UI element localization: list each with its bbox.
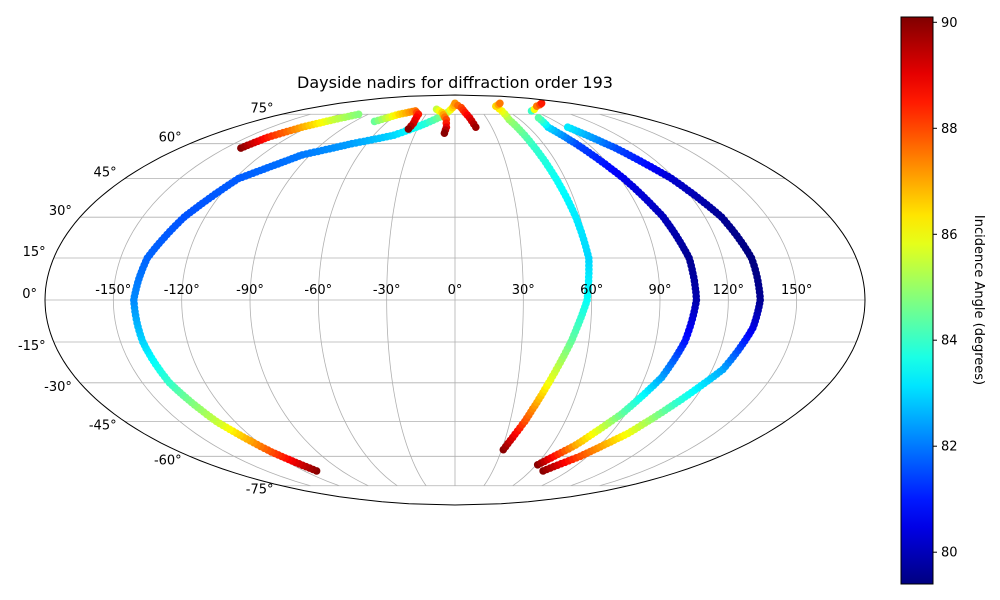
map-grid (45, 113, 865, 487)
data-point (354, 110, 363, 119)
lon-tick-label: -90° (236, 283, 264, 298)
lon-tick-label: -150° (95, 283, 131, 298)
lon-tick-label: -60° (304, 283, 332, 298)
data-point (534, 114, 543, 122)
lat-tick-label: 60° (159, 131, 182, 146)
lat-tick-label: 0° (22, 287, 37, 302)
lat-tick-label: -45° (89, 418, 117, 433)
lat-tick-label: -30° (44, 380, 72, 395)
lon-tick-label: 120° (713, 283, 744, 298)
lat-tick-label: -60° (154, 453, 182, 468)
lat-tick-label: 30° (49, 204, 72, 219)
lat-tick-label: 75° (250, 101, 273, 116)
data-points (130, 99, 764, 475)
colorbar-tick-label: 80 (941, 546, 958, 561)
colorbar-tick-label: 84 (941, 334, 958, 349)
lat-tick-label: -75° (246, 483, 274, 498)
data-point (472, 123, 480, 131)
colorbar-ticks: 80 82 84 86 88 90 (933, 16, 958, 561)
colorbar-gradient (900, 16, 934, 585)
lon-tick-label: 30° (512, 283, 535, 298)
colorbar-tick-label: 88 (941, 122, 958, 137)
lat-tick-label: 15° (23, 245, 46, 260)
lon-tick-label: -120° (164, 283, 200, 298)
lon-tick-label: -30° (373, 283, 401, 298)
colorbar-tick-label: 86 (941, 228, 958, 243)
lon-tick-labels: -150° -120° -90° -60° -30° 0° 30° 60° 90° 120° 150… (95, 283, 812, 298)
lon-tick-label: 150° (781, 283, 812, 298)
colorbar-tick-label: 82 (941, 440, 958, 455)
colorbar: 80 82 84 86 88 90 Incidence Angle (degrees) (900, 16, 986, 585)
lon-tick-label: 0° (448, 283, 463, 298)
lat-tick-label: 45° (94, 166, 117, 181)
data-point (563, 123, 572, 131)
data-point (404, 125, 413, 133)
lat-tick-labels: 75° 60° 45° 30° 15° 0° -15° -30° -45° -60° -75° (18, 101, 274, 497)
colorbar-label: Incidence Angle (degrees) (971, 215, 986, 385)
lon-tick-label: 60° (580, 283, 603, 298)
data-point (440, 129, 449, 137)
data-point (537, 99, 546, 108)
chart-title: Dayside nadirs for diffraction order 193 (297, 73, 613, 92)
data-point (496, 99, 504, 108)
lon-tick-label: 90° (648, 283, 671, 298)
lat-tick-label: -15° (18, 339, 46, 354)
map-outline (44, 94, 866, 506)
colorbar-tick-label: 90 (941, 16, 958, 31)
